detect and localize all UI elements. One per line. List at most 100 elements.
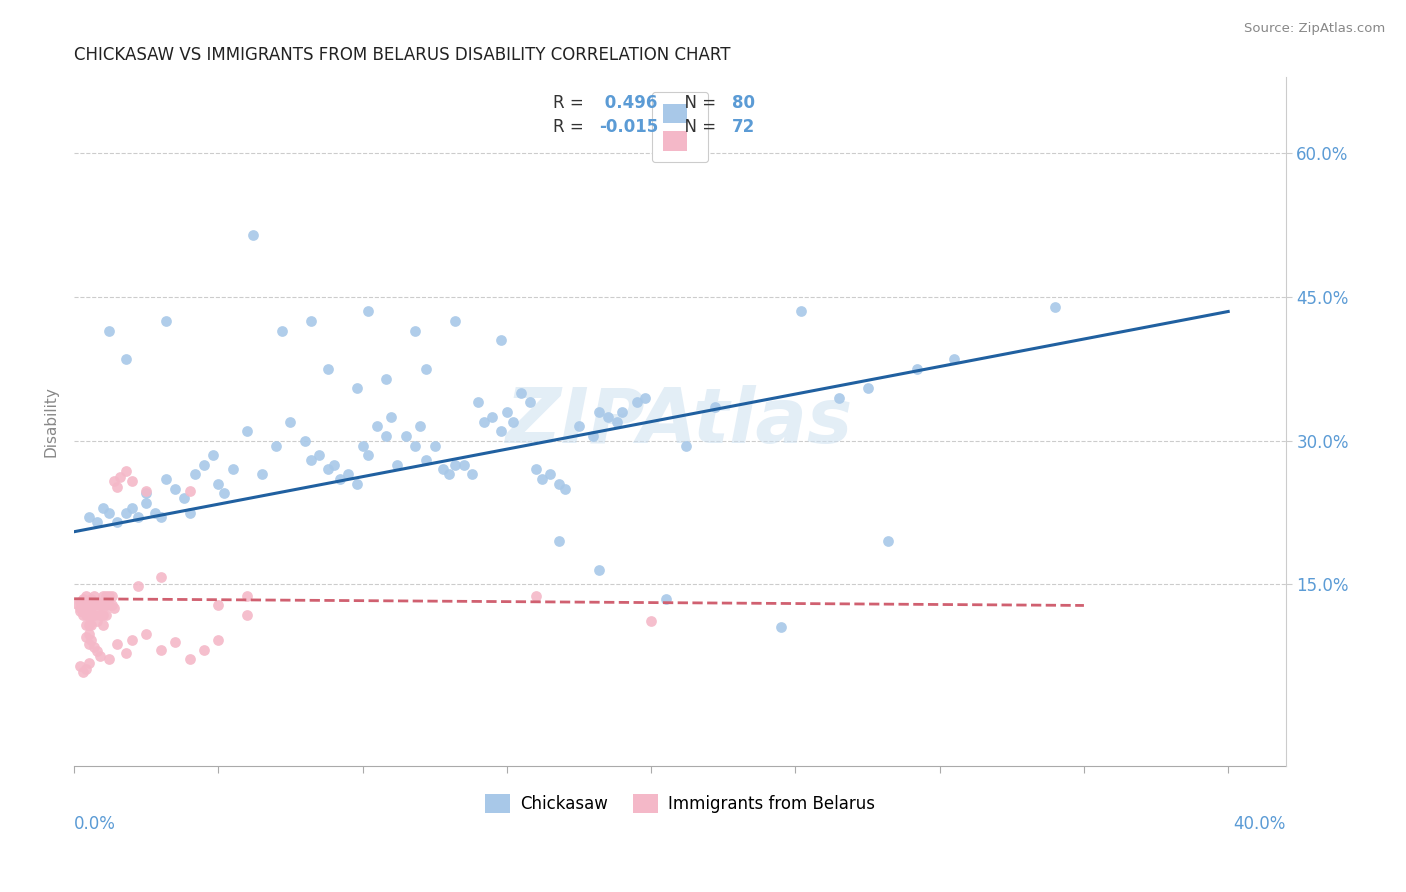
Point — [97, 324, 120, 338]
Point — [69, 658, 91, 673]
Point — [66, 597, 89, 611]
Point — [149, 642, 172, 657]
Point — [97, 652, 120, 666]
Point — [165, 482, 187, 496]
Point — [77, 617, 100, 632]
Point — [502, 415, 524, 429]
Point — [322, 458, 344, 472]
Point — [91, 599, 114, 613]
Point — [547, 476, 569, 491]
Point — [444, 458, 467, 472]
Point — [212, 486, 235, 500]
Point — [588, 405, 610, 419]
Point — [94, 589, 117, 603]
Point — [387, 458, 409, 472]
Point — [80, 599, 103, 613]
Point — [547, 534, 569, 549]
Point — [316, 362, 339, 376]
Point — [75, 599, 97, 613]
Point — [294, 434, 316, 448]
Point — [80, 632, 103, 647]
Point — [582, 429, 605, 443]
Text: -0.015: -0.015 — [599, 118, 658, 136]
Point — [489, 333, 512, 347]
Text: 40.0%: 40.0% — [1233, 814, 1286, 832]
Point — [943, 352, 966, 367]
Point — [115, 464, 138, 478]
Point — [91, 607, 114, 622]
Point — [100, 599, 122, 613]
Point — [437, 467, 460, 482]
Point — [75, 630, 97, 644]
Point — [510, 385, 533, 400]
Point — [432, 462, 454, 476]
Point — [423, 438, 446, 452]
Point — [179, 483, 201, 498]
Point — [207, 599, 229, 613]
Point — [97, 599, 120, 613]
Point — [86, 604, 108, 618]
Point — [905, 362, 928, 376]
Point — [404, 438, 426, 452]
Point — [97, 506, 120, 520]
Point — [75, 662, 97, 676]
Point — [337, 467, 360, 482]
Legend: Chickasaw, Immigrants from Belarus: Chickasaw, Immigrants from Belarus — [478, 788, 882, 820]
Point — [75, 607, 97, 622]
Point — [530, 472, 553, 486]
Text: CHICKASAW VS IMMIGRANTS FROM BELARUS DISABILITY CORRELATION CHART: CHICKASAW VS IMMIGRANTS FROM BELARUS DIS… — [75, 46, 731, 64]
Text: R =: R = — [553, 118, 589, 136]
Point — [207, 476, 229, 491]
Point — [80, 617, 103, 632]
Point — [83, 589, 105, 603]
Point — [94, 599, 117, 613]
Point — [193, 642, 215, 657]
Point — [415, 362, 437, 376]
Point — [69, 604, 91, 618]
Y-axis label: Disability: Disability — [44, 386, 58, 457]
Point — [100, 589, 122, 603]
Point — [135, 483, 157, 498]
Point — [236, 607, 259, 622]
Point — [105, 480, 128, 494]
Point — [472, 415, 495, 429]
Point — [149, 570, 172, 584]
Point — [105, 637, 128, 651]
Point — [404, 324, 426, 338]
Point — [77, 510, 100, 524]
Point — [270, 324, 292, 338]
Text: R =: R = — [553, 94, 589, 112]
Point — [357, 448, 380, 462]
Point — [280, 415, 302, 429]
Point — [72, 591, 94, 606]
Point — [366, 419, 388, 434]
Point — [91, 589, 114, 603]
Point — [86, 515, 108, 529]
Point — [72, 599, 94, 613]
Point — [207, 632, 229, 647]
Point — [149, 510, 172, 524]
Point — [415, 453, 437, 467]
Point — [86, 614, 108, 628]
Point — [105, 515, 128, 529]
Point — [135, 627, 157, 641]
Point — [72, 607, 94, 622]
Point — [496, 405, 519, 419]
Point — [299, 453, 322, 467]
Point — [328, 472, 350, 486]
Point — [538, 467, 561, 482]
Point — [143, 506, 166, 520]
Point — [110, 470, 132, 484]
Point — [634, 391, 657, 405]
Point — [89, 649, 111, 664]
Point — [77, 627, 100, 641]
Point — [155, 472, 177, 486]
Point — [91, 617, 114, 632]
Point — [453, 458, 475, 472]
Point — [115, 506, 138, 520]
Point — [828, 391, 851, 405]
Point — [77, 637, 100, 651]
Point — [374, 429, 396, 443]
Point — [77, 594, 100, 608]
Point — [72, 604, 94, 618]
